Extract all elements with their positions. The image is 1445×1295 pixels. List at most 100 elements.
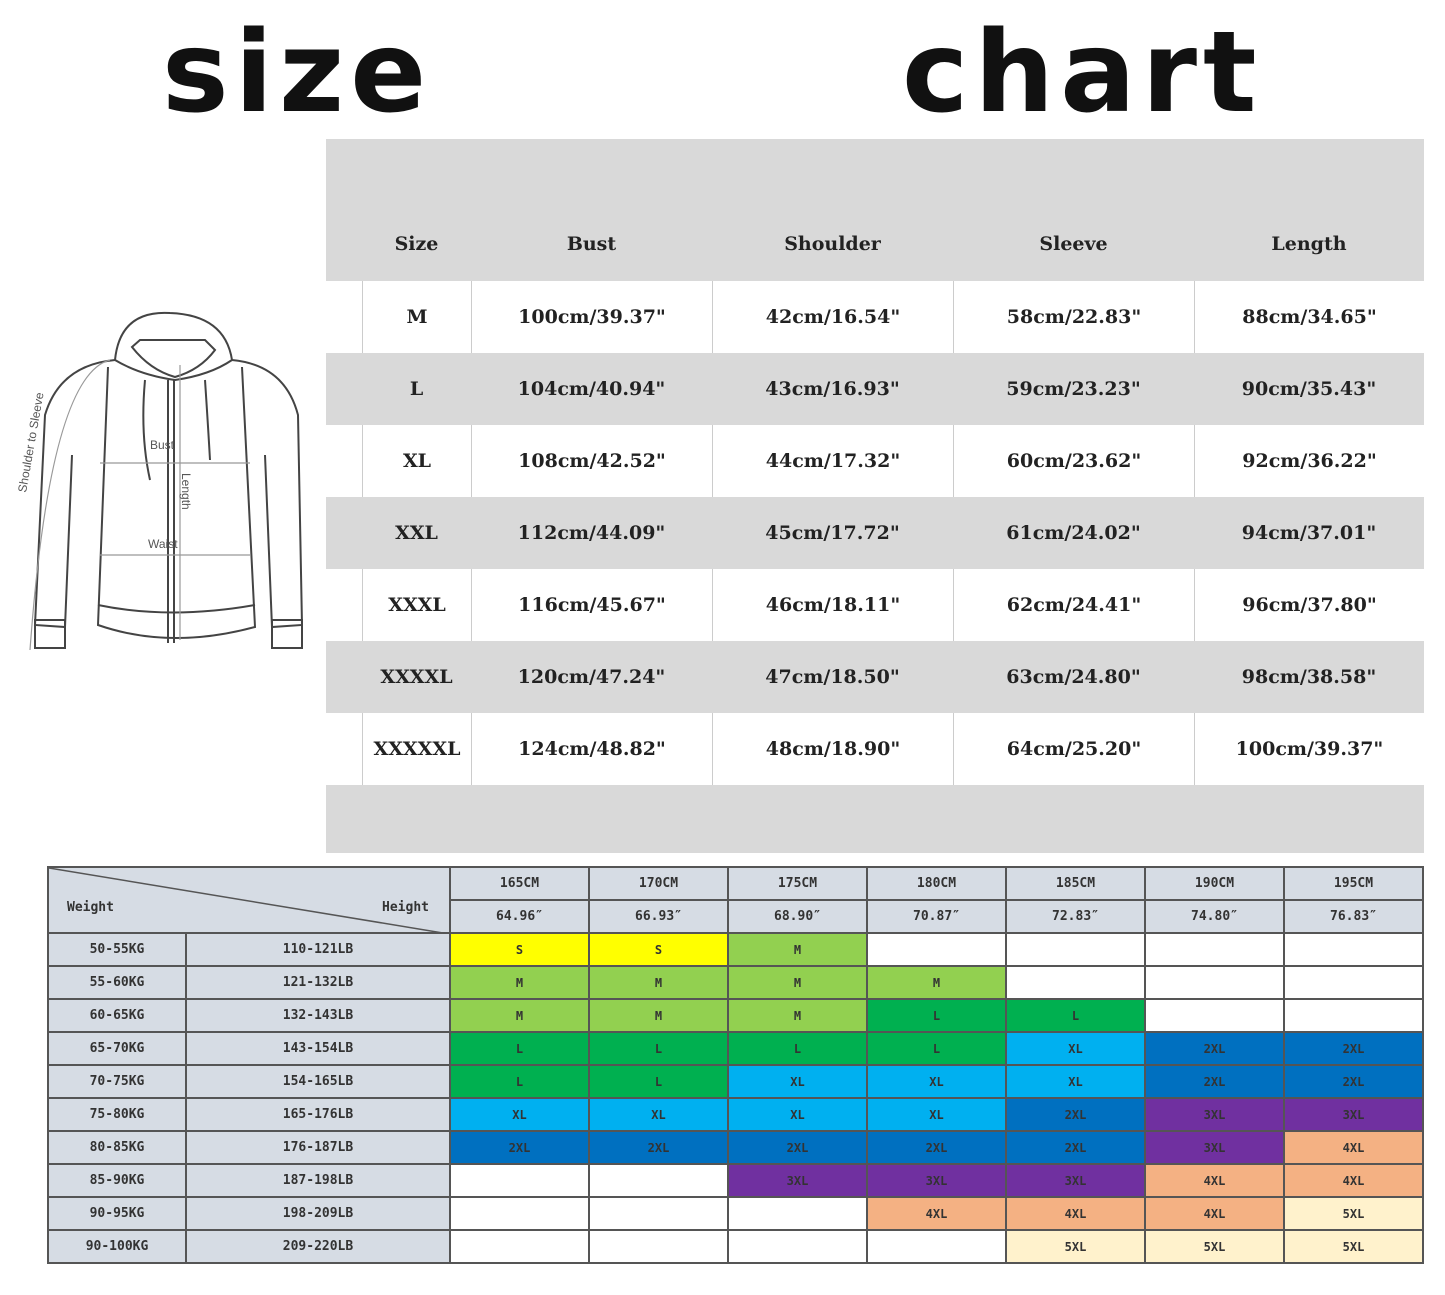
- size-cell: XXXL: [362, 569, 471, 641]
- size-cell: 59cm/23.23": [1006, 378, 1141, 400]
- size-cell: 90cm/35.43": [1241, 378, 1377, 400]
- size-cell: 100cm/39.37": [1194, 713, 1424, 785]
- weight-kg: 50-55KG: [47, 932, 187, 967]
- fit-cell: 5XL: [1283, 1196, 1424, 1231]
- weight-lb: 143-154LB: [185, 1031, 451, 1066]
- size-row: M 100cm/39.37" 42cm/16.54" 58cm/22.83" 88cm/…: [326, 281, 1424, 353]
- title-size: size: [162, 8, 433, 138]
- weight-lb: 132-143LB: [185, 998, 451, 1033]
- weight-lb: 154-165LB: [185, 1064, 451, 1099]
- title-chart: chart: [902, 8, 1263, 138]
- size-row: XXXL 116cm/45.67" 46cm/18.11" 62cm/24.41" 96…: [326, 569, 1424, 641]
- diagonal-divider: [49, 868, 449, 934]
- fit-cell: 2XL: [1283, 1031, 1424, 1066]
- weight-lb: 121-132LB: [185, 965, 451, 1000]
- size-cell: 46cm/18.11": [712, 569, 953, 641]
- fit-cell: [588, 1163, 729, 1198]
- height-cm-header: 185CM: [1005, 866, 1146, 901]
- weight-height-corner: Weight Height: [47, 866, 451, 934]
- fit-cell: S: [588, 932, 729, 967]
- size-cell: 58cm/22.83": [953, 281, 1194, 353]
- size-cell: 45cm/17.72": [765, 522, 900, 544]
- size-cell: 94cm/37.01": [1241, 522, 1377, 544]
- header-length: Length: [1271, 233, 1347, 255]
- height-cm-header: 195CM: [1283, 866, 1424, 901]
- fit-cell: S: [449, 932, 590, 967]
- length-label: Length: [179, 473, 193, 510]
- size-cell: M: [362, 281, 471, 353]
- fit-cell: [727, 1229, 868, 1264]
- fit-cell: 3XL: [1283, 1097, 1424, 1132]
- fit-cell: 4XL: [1283, 1130, 1424, 1165]
- fit-cell: [1005, 965, 1146, 1000]
- bust-label: Bust: [150, 438, 175, 452]
- weight-kg: 55-60KG: [47, 965, 187, 1000]
- size-cell: L: [409, 378, 424, 400]
- weight-lb: 187-198LB: [185, 1163, 451, 1198]
- fit-cell: XL: [1005, 1031, 1146, 1066]
- size-cell: 112cm/44.09": [517, 522, 666, 544]
- fit-cell: L: [727, 1031, 868, 1066]
- size-row: XXL 112cm/44.09" 45cm/17.72" 61cm/24.02" 94c…: [326, 497, 1424, 569]
- fit-cell: M: [866, 965, 1007, 1000]
- fit-cell: 3XL: [1005, 1163, 1146, 1198]
- weight-lb: 165-176LB: [185, 1097, 451, 1132]
- fit-cell: M: [588, 998, 729, 1033]
- size-cell: 104cm/40.94": [517, 378, 666, 400]
- size-cell: XXL: [395, 522, 438, 544]
- fit-cell: [449, 1163, 590, 1198]
- size-cell: 48cm/18.90": [712, 713, 953, 785]
- height-cm-header: 175CM: [727, 866, 868, 901]
- weight-label: Weight: [67, 900, 114, 915]
- fit-cell: 2XL: [1144, 1064, 1285, 1099]
- fit-cell: XL: [449, 1097, 590, 1132]
- fit-cell: 2XL: [1144, 1031, 1285, 1066]
- size-cell: XXXXXL: [362, 713, 471, 785]
- fit-cell: L: [449, 1031, 590, 1066]
- weight-kg: 70-75KG: [47, 1064, 187, 1099]
- weight-kg: 90-100KG: [47, 1229, 187, 1264]
- fit-cell: XL: [727, 1064, 868, 1099]
- fit-cell: 2XL: [866, 1130, 1007, 1165]
- size-row: XL 108cm/42.52" 44cm/17.32" 60cm/23.62" 92cm…: [326, 425, 1424, 497]
- fit-cell: [1005, 932, 1146, 967]
- fit-row: 70-75KG 154-165LB L L XL XL XL 2XL 2XL: [47, 1064, 1424, 1099]
- size-cell: 43cm/16.93": [765, 378, 900, 400]
- size-cell: 92cm/36.22": [1194, 425, 1424, 497]
- size-cell: 42cm/16.54": [712, 281, 953, 353]
- height-cm-header: 190CM: [1144, 866, 1285, 901]
- fit-cell: XL: [866, 1097, 1007, 1132]
- size-cell: 98cm/38.58": [1241, 666, 1377, 688]
- fit-cell: 4XL: [1283, 1163, 1424, 1198]
- fit-cell: 4XL: [866, 1196, 1007, 1231]
- fit-cell: M: [727, 965, 868, 1000]
- fit-cell: M: [588, 965, 729, 1000]
- size-row: XXXXL 120cm/47.24" 47cm/18.50" 63cm/24.80" 9…: [326, 641, 1424, 713]
- fit-cell: 2XL: [727, 1130, 868, 1165]
- weight-kg: 75-80KG: [47, 1097, 187, 1132]
- weight-kg: 85-90KG: [47, 1163, 187, 1198]
- weight-lb: 198-209LB: [185, 1196, 451, 1231]
- fit-cell: 2XL: [1005, 1097, 1146, 1132]
- fit-cell: M: [727, 998, 868, 1033]
- fit-row: 90-100KG 209-220LB 5XL 5XL 5XL: [47, 1229, 1424, 1264]
- fit-cell: [727, 1196, 868, 1231]
- size-row: L 104cm/40.94" 43cm/16.93" 59cm/23.23" 90cm/…: [326, 353, 1424, 425]
- header-sleeve: Sleeve: [1039, 233, 1108, 255]
- fit-cell: [1283, 965, 1424, 1000]
- height-in-header: 72.83″: [1005, 899, 1146, 934]
- fit-cell: 5XL: [1283, 1229, 1424, 1264]
- fit-cell: [449, 1229, 590, 1264]
- size-cell: 120cm/47.24": [517, 666, 666, 688]
- size-cell: 60cm/23.62": [953, 425, 1194, 497]
- fit-cell: [1283, 998, 1424, 1033]
- height-in-header: 70.87″: [866, 899, 1007, 934]
- size-cell: 61cm/24.02": [1006, 522, 1141, 544]
- fit-cell: L: [588, 1031, 729, 1066]
- waist-label: Waist: [148, 537, 178, 551]
- fit-cell: 4XL: [1144, 1163, 1285, 1198]
- size-cell: 64cm/25.20": [953, 713, 1194, 785]
- fit-cell: XL: [727, 1097, 868, 1132]
- header-size: Size: [394, 233, 439, 255]
- fit-row: 90-95KG 198-209LB 4XL 4XL 4XL 5XL: [47, 1196, 1424, 1231]
